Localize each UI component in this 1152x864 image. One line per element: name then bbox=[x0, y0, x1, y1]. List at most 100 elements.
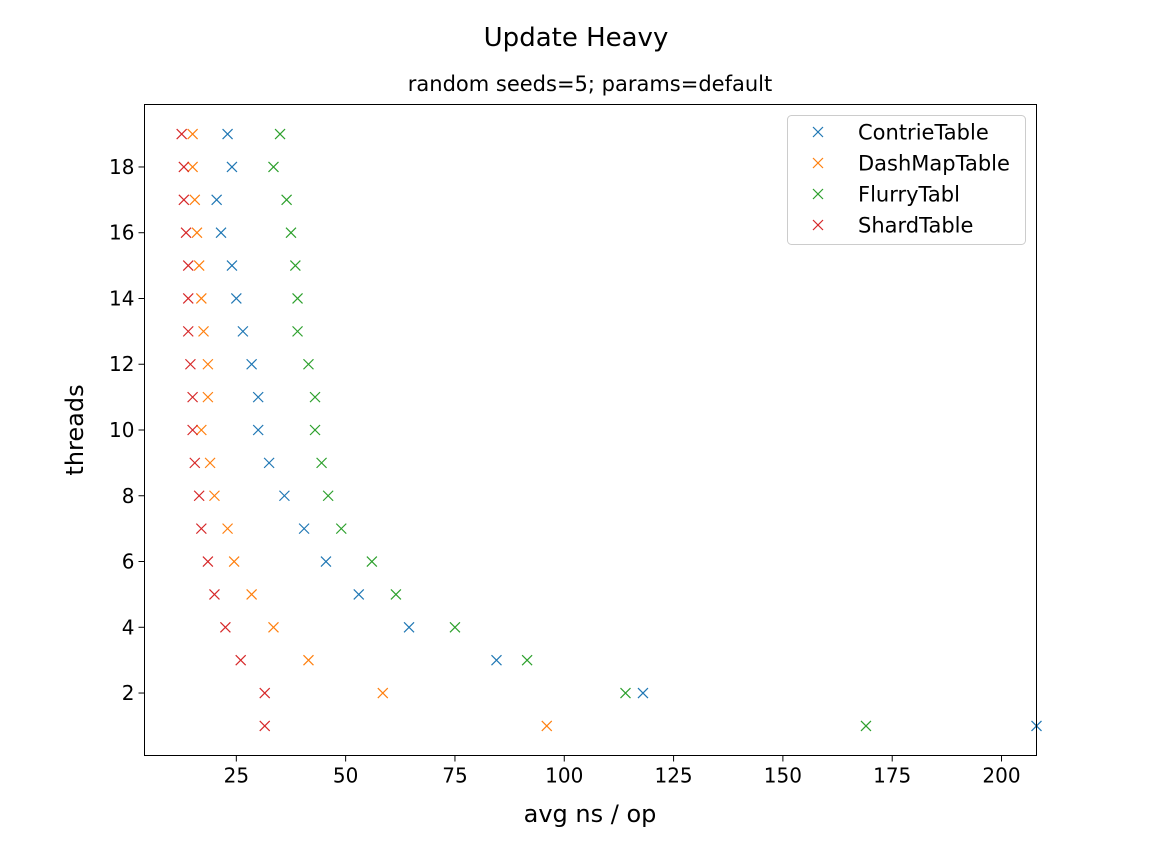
data-point-contrietable bbox=[246, 358, 258, 370]
data-point-shardtable bbox=[178, 194, 190, 206]
data-point-shardtable bbox=[176, 128, 188, 140]
axis-ticks: 25 50 75 100 125 150 175 200 2 4 6 8 10 12 14 16 18 bbox=[109, 155, 1021, 788]
data-point-flurrytabl bbox=[620, 687, 631, 699]
data-point-contrietable bbox=[226, 260, 238, 272]
data-point-shardtable bbox=[182, 293, 194, 304]
data-point-shardtable bbox=[182, 260, 194, 272]
y-tick-label: 8 bbox=[122, 484, 135, 508]
y-tick-label: 10 bbox=[109, 418, 134, 442]
data-point-flurrytabl bbox=[285, 227, 297, 239]
data-point-dashmaptable bbox=[187, 161, 199, 173]
legend-marker-dashmaptable bbox=[812, 157, 824, 169]
data-point-shardtable bbox=[259, 720, 271, 732]
data-point-flurrytabl bbox=[292, 293, 303, 304]
data-point-contrietable bbox=[298, 523, 310, 535]
data-point-dashmaptable bbox=[228, 556, 240, 567]
data-points bbox=[176, 128, 1042, 732]
x-axis-label: avg ns / op bbox=[524, 800, 657, 828]
legend-label: ShardTable bbox=[858, 214, 973, 238]
legend-marker-flurrytabl bbox=[812, 188, 824, 200]
data-point-flurrytabl bbox=[292, 325, 303, 337]
data-point-shardtable bbox=[202, 556, 214, 567]
data-point-dashmaptable bbox=[195, 293, 207, 304]
data-point-dashmaptable bbox=[195, 424, 207, 436]
x-tick-label: 150 bbox=[764, 764, 802, 788]
legend-marker-contrietable bbox=[812, 126, 824, 138]
legend: ContrieTable DashMapTable FlurryTabl ShardT… bbox=[787, 115, 1026, 245]
y-tick-label: 16 bbox=[109, 221, 134, 245]
data-point-flurrytabl bbox=[309, 424, 321, 436]
data-point-dashmaptable bbox=[202, 391, 214, 403]
x-tick-label: 100 bbox=[545, 764, 583, 788]
data-point-shardtable bbox=[193, 490, 205, 502]
data-point-dashmaptable bbox=[303, 654, 314, 666]
x-tick-label: 25 bbox=[224, 764, 249, 788]
data-point-dashmaptable bbox=[377, 687, 389, 699]
data-point-contrietable bbox=[353, 588, 365, 600]
data-point-dashmaptable bbox=[202, 358, 214, 370]
data-point-contrietable bbox=[222, 128, 234, 140]
legend-label: ContrieTable bbox=[858, 121, 989, 145]
data-point-contrietable bbox=[211, 194, 223, 206]
plot-frame bbox=[144, 104, 1037, 756]
data-point-shardtable bbox=[187, 424, 199, 436]
legend-items: ContrieTable DashMapTable FlurryTabl ShardT… bbox=[812, 121, 1010, 238]
data-point-contrietable bbox=[252, 391, 264, 403]
data-point-shardtable bbox=[178, 161, 190, 173]
x-tick-label: 125 bbox=[654, 764, 692, 788]
data-point-contrietable bbox=[278, 490, 290, 502]
y-axis-label: threads bbox=[61, 384, 89, 475]
legend-label: FlurryTabl bbox=[858, 183, 960, 207]
data-point-flurrytabl bbox=[316, 457, 328, 469]
data-point-shardtable bbox=[189, 457, 201, 469]
legend-marker-shardtable bbox=[812, 219, 824, 231]
data-point-contrietable bbox=[263, 457, 275, 469]
data-point-shardtable bbox=[235, 654, 247, 666]
chart-title: Update Heavy bbox=[484, 23, 669, 53]
data-point-dashmaptable bbox=[193, 260, 205, 272]
legend-box bbox=[787, 115, 1026, 245]
data-point-flurrytabl bbox=[366, 556, 378, 567]
data-point-contrietable bbox=[637, 687, 649, 699]
y-tick-label: 4 bbox=[122, 615, 135, 639]
data-point-flurrytabl bbox=[335, 523, 347, 535]
data-point-flurrytabl bbox=[274, 128, 286, 140]
data-point-flurrytabl bbox=[268, 161, 279, 173]
data-point-flurrytabl bbox=[860, 720, 872, 732]
data-point-flurrytabl bbox=[322, 490, 334, 502]
data-point-contrietable bbox=[320, 556, 332, 567]
data-point-contrietable bbox=[252, 424, 264, 436]
data-point-shardtable bbox=[195, 523, 207, 535]
data-point-dashmaptable bbox=[204, 457, 216, 469]
data-point-dashmaptable bbox=[187, 128, 199, 140]
data-point-dashmaptable bbox=[209, 490, 220, 502]
data-point-flurrytabl bbox=[390, 588, 402, 600]
x-tick-label: 50 bbox=[333, 764, 358, 788]
data-point-contrietable bbox=[237, 325, 249, 337]
data-point-flurrytabl bbox=[289, 260, 301, 272]
data-point-contrietable bbox=[226, 161, 238, 173]
data-point-dashmaptable bbox=[198, 325, 209, 337]
data-point-flurrytabl bbox=[521, 654, 533, 666]
data-point-dashmaptable bbox=[189, 194, 201, 206]
data-point-contrietable bbox=[403, 621, 415, 633]
legend-label: DashMapTable bbox=[858, 152, 1010, 176]
data-point-shardtable bbox=[209, 588, 220, 600]
data-point-contrietable bbox=[491, 654, 502, 666]
data-point-shardtable bbox=[219, 621, 231, 633]
data-point-contrietable bbox=[230, 293, 242, 304]
x-tick-label: 175 bbox=[873, 764, 911, 788]
data-point-flurrytabl bbox=[281, 194, 293, 206]
y-tick-label: 12 bbox=[109, 352, 134, 376]
data-point-dashmaptable bbox=[541, 720, 553, 732]
y-tick-label: 14 bbox=[109, 286, 134, 310]
data-point-flurrytabl bbox=[309, 391, 321, 403]
data-point-shardtable bbox=[180, 227, 192, 239]
data-point-dashmaptable bbox=[191, 227, 203, 239]
data-point-shardtable bbox=[259, 687, 271, 699]
x-tick-label: 200 bbox=[982, 764, 1020, 788]
data-point-dashmaptable bbox=[268, 621, 279, 633]
data-point-contrietable bbox=[215, 227, 227, 239]
